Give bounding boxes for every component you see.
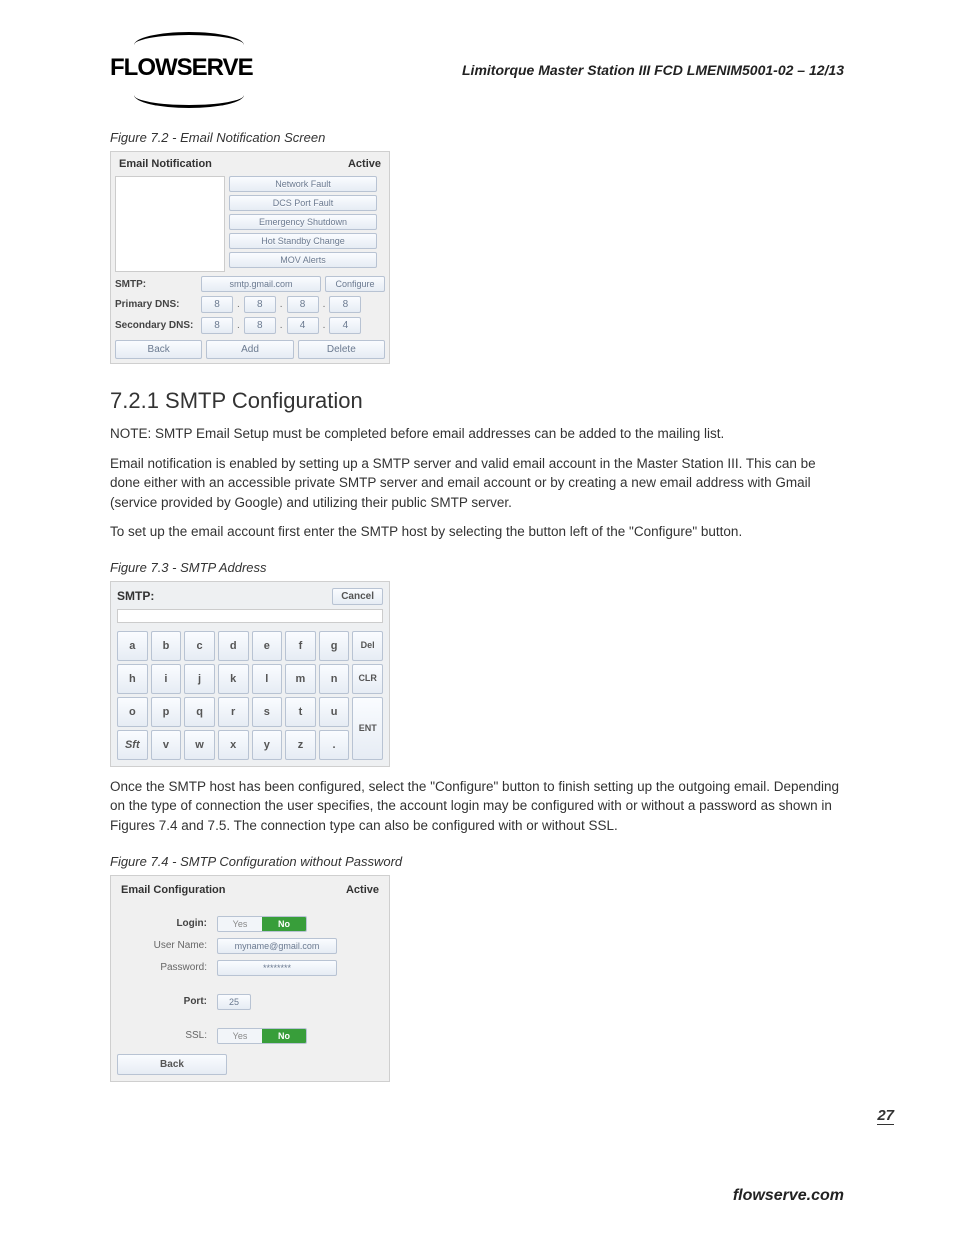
ssl-no[interactable]: No [262,1029,306,1043]
email-configuration-panel: Email Configuration Active Login: Yes No… [110,875,390,1082]
smtp-input[interactable] [117,609,383,623]
key-n[interactable]: n [319,664,350,694]
sdns-octet-4[interactable]: 4 [329,317,361,334]
document-title: Limitorque Master Station III FCD LMENIM… [462,62,844,78]
key-c[interactable]: c [184,631,215,661]
key-l[interactable]: l [252,664,283,694]
back-button[interactable]: Back [115,340,202,359]
login-label: Login: [117,918,217,929]
body-paragraph-1: Email notification is enabled by setting… [110,454,844,513]
ssl-label: SSL: [117,1030,217,1041]
key-e[interactable]: e [252,631,283,661]
login-toggle[interactable]: Yes No [217,916,307,932]
cfg-panel-status: Active [346,884,379,896]
email-list-area [115,176,225,272]
cfg-panel-title: Email Configuration [121,884,226,896]
key-y[interactable]: y [252,730,283,760]
figure-7-2-caption: Figure 7.2 - Email Notification Screen [110,130,844,145]
smtp-host-button[interactable]: smtp.gmail.com [201,276,321,292]
ssl-yes[interactable]: Yes [218,1029,262,1043]
smtp-label: SMTP: [115,279,197,290]
key-b[interactable]: b [151,631,182,661]
secondary-dns-label: Secondary DNS: [115,320,197,331]
body-paragraph-2: To set up the email account first enter … [110,522,844,542]
configure-button[interactable]: Configure [325,276,385,292]
key-del[interactable]: Del [352,631,383,661]
key-a[interactable]: a [117,631,148,661]
pdns-octet-4[interactable]: 8 [329,296,361,313]
pdns-octet-1[interactable]: 8 [201,296,233,313]
kb-title: SMTP: [117,589,154,603]
email-notification-panel: Email Notification Active Network Fault … [110,151,390,364]
key-x[interactable]: x [218,730,249,760]
key-k[interactable]: k [218,664,249,694]
panel-status: Active [348,158,381,170]
add-button[interactable]: Add [206,340,293,359]
sdns-octet-3[interactable]: 4 [287,317,319,334]
key-clr[interactable]: CLR [352,664,383,694]
password-field[interactable]: ******** [217,960,337,976]
logo: FLOWSERVE [110,40,280,100]
pdns-octet-2[interactable]: 8 [244,296,276,313]
pdns-octet-3[interactable]: 8 [287,296,319,313]
username-field[interactable]: myname@gmail.com [217,938,337,954]
key-g[interactable]: g [319,631,350,661]
figure-7-4-caption: Figure 7.4 - SMTP Configuration without … [110,854,844,869]
dcs-port-fault-button[interactable]: DCS Port Fault [229,195,377,211]
footer-url: flowserve.com [733,1187,844,1205]
key-p[interactable]: p [151,697,182,727]
key-v[interactable]: v [151,730,182,760]
figure-7-3-caption: Figure 7.3 - SMTP Address [110,560,844,575]
key-z[interactable]: z [285,730,316,760]
logo-text: FLOWSERVE [110,54,253,82]
key-ent[interactable]: ENT [352,697,383,760]
login-no[interactable]: No [262,917,306,931]
key-o[interactable]: o [117,697,148,727]
ssl-toggle[interactable]: Yes No [217,1028,307,1044]
key-r[interactable]: r [218,697,249,727]
key-dot[interactable]: . [319,730,350,760]
port-label: Port: [117,996,217,1007]
section-heading: 7.2.1 SMTP Configuration [110,388,844,414]
mov-alerts-button[interactable]: MOV Alerts [229,252,377,268]
hot-standby-change-button[interactable]: Hot Standby Change [229,233,377,249]
smtp-keyboard-panel: SMTP: Cancel a b c d e f g Del h i j k l… [110,581,390,767]
emergency-shutdown-button[interactable]: Emergency Shutdown [229,214,377,230]
key-q[interactable]: q [184,697,215,727]
key-t[interactable]: t [285,697,316,727]
key-sft[interactable]: Sft [117,730,148,760]
login-yes[interactable]: Yes [218,917,262,931]
body-paragraph-3: Once the SMTP host has been configured, … [110,777,844,836]
username-label: User Name: [117,940,217,951]
page-header: FLOWSERVE Limitorque Master Station III … [110,40,844,100]
delete-button[interactable]: Delete [298,340,385,359]
key-u[interactable]: u [319,697,350,727]
key-i[interactable]: i [151,664,182,694]
key-s[interactable]: s [252,697,283,727]
key-h[interactable]: h [117,664,148,694]
sdns-octet-2[interactable]: 8 [244,317,276,334]
port-field[interactable]: 25 [217,994,251,1010]
primary-dns-label: Primary DNS: [115,299,197,310]
password-label: Password: [117,962,217,973]
cfg-back-button[interactable]: Back [117,1054,227,1075]
note-paragraph: NOTE: SMTP Email Setup must be completed… [110,424,844,444]
sdns-octet-1[interactable]: 8 [201,317,233,334]
network-fault-button[interactable]: Network Fault [229,176,377,192]
key-w[interactable]: w [184,730,215,760]
page-number: 27 [877,1107,894,1125]
key-d[interactable]: d [218,631,249,661]
cancel-button[interactable]: Cancel [332,588,383,605]
key-m[interactable]: m [285,664,316,694]
key-f[interactable]: f [285,631,316,661]
key-j[interactable]: j [184,664,215,694]
panel-title: Email Notification [119,158,212,170]
